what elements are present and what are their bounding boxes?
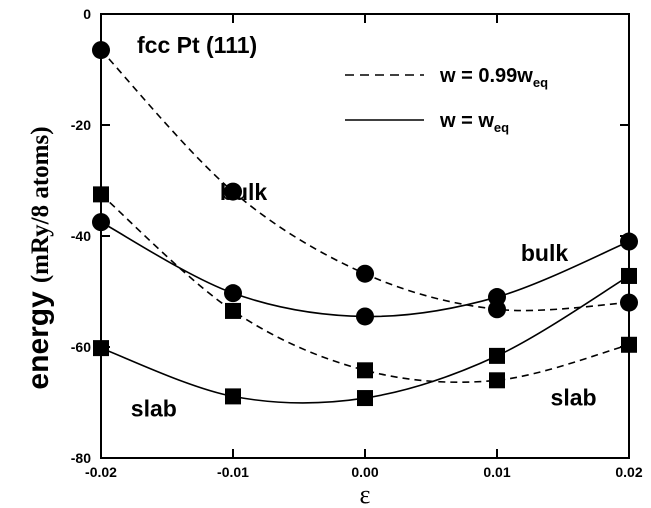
legend-label-sub: eq — [494, 120, 509, 135]
data-point-circle — [224, 284, 242, 303]
x-tick-label: -0.02 — [85, 464, 117, 480]
plot-frame — [100, 13, 630, 459]
series-curves — [100, 49, 630, 404]
x-tick-label: 0.02 — [615, 464, 642, 480]
data-point-circle — [356, 307, 374, 326]
annotations: bulk bulk slab slab — [131, 179, 597, 421]
data-point-square — [489, 347, 505, 364]
legend-label-sub: eq — [533, 75, 548, 90]
y-axis-label-unit: (mRy/8 atoms) — [27, 126, 54, 283]
y-tick-label: -40 — [71, 228, 91, 244]
tick-labels: -0.02 -0.01 0.00 0.01 0.02 -80 -60 -40 -20 0 — [71, 6, 643, 480]
chart-title: fcc Pt (111) — [137, 32, 257, 58]
legend-label-main: w = 0.99w — [439, 65, 533, 87]
y-tick-label: 0 — [83, 6, 91, 22]
legend-label-dashed: w = 0.99weq — [439, 65, 548, 90]
x-tick-label: -0.01 — [217, 464, 249, 480]
series-line — [100, 193, 630, 383]
data-point-square — [225, 388, 241, 405]
y-axis-label-main: energy — [22, 291, 55, 390]
y-tick-label: -80 — [71, 450, 91, 466]
x-axis-label: ε — [360, 480, 371, 508]
y-tick-label: -60 — [71, 339, 91, 355]
legend-label-main: w = w — [439, 110, 494, 132]
series-markers — [92, 41, 638, 407]
data-point-square — [357, 390, 373, 407]
data-point-circle — [224, 182, 242, 201]
x-tick-label: 0.01 — [483, 464, 510, 480]
data-point-circle — [488, 288, 506, 307]
annotation-label: slab — [131, 395, 177, 421]
data-point-circle — [356, 264, 374, 283]
y-tick-label: -20 — [71, 117, 91, 133]
legend-label-solid: w = weq — [439, 110, 509, 135]
annotation-label: bulk — [521, 240, 568, 266]
legend: w = 0.99weq w = weq — [345, 65, 548, 135]
y-axis-label: energy (mRy/8 atoms) — [22, 126, 55, 389]
data-point-square — [489, 372, 505, 389]
data-point-square — [225, 302, 241, 319]
annotation-label: slab — [551, 384, 597, 410]
x-tick-label: 0.00 — [351, 464, 378, 480]
annotation-label: bulk — [220, 179, 267, 205]
data-point-square — [357, 362, 373, 379]
